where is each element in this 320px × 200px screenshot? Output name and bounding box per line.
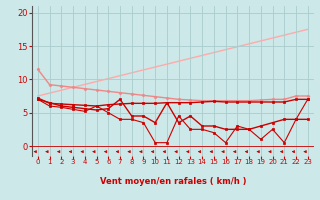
X-axis label: Vent moyen/en rafales ( km/h ): Vent moyen/en rafales ( km/h )	[100, 177, 246, 186]
